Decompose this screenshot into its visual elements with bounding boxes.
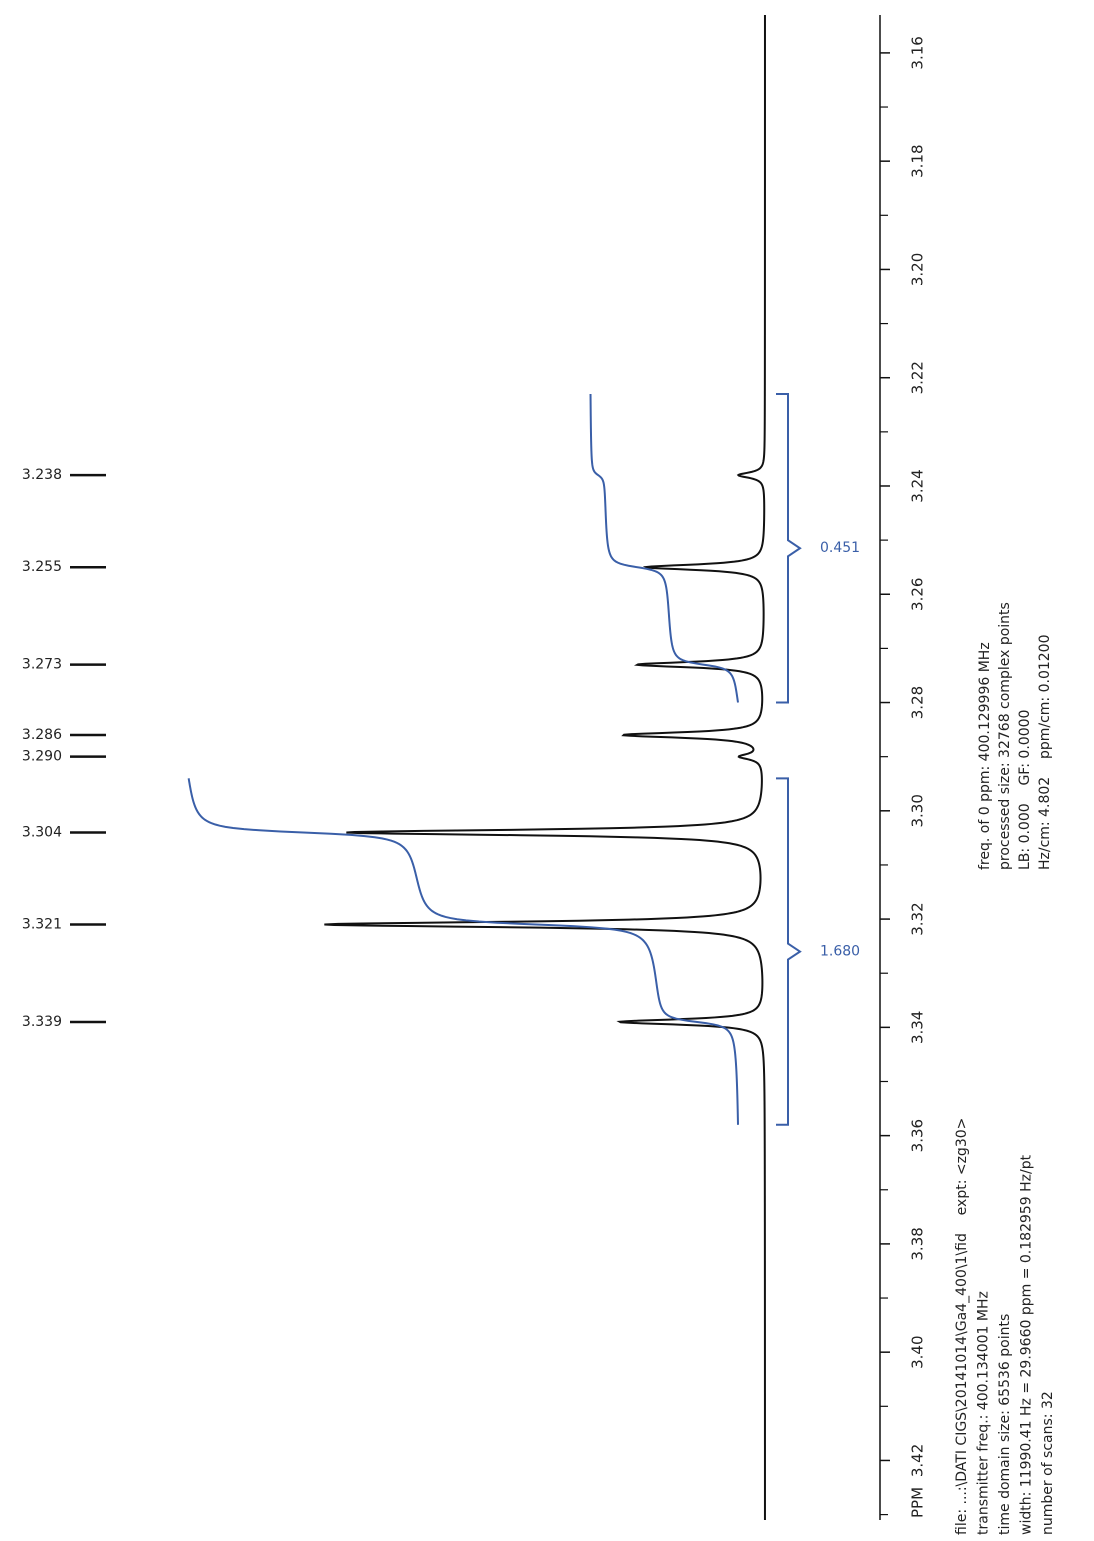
integral-bracket xyxy=(776,777,802,1126)
peak-label: 3.339 xyxy=(22,1014,62,1030)
parameters-line: freq. of 0 ppm: 400.129996 MHz xyxy=(977,642,993,870)
integral-curve xyxy=(187,778,739,1125)
integral-label: 1.680 xyxy=(820,944,860,960)
tick-label: 3.40 xyxy=(909,1335,927,1368)
axis-label-group: PPM xyxy=(909,1487,927,1518)
tick-label-group: 3.24 xyxy=(909,469,927,502)
integral-label: 0.451 xyxy=(820,540,860,556)
tick-label: 3.24 xyxy=(909,469,927,502)
tick-label-group: 3.26 xyxy=(909,578,927,611)
tick-label-group: 3.22 xyxy=(909,361,927,394)
peak-label: 3.255 xyxy=(22,559,62,575)
tick-label: 3.32 xyxy=(909,902,927,935)
tick-label: 3.26 xyxy=(909,578,927,611)
file-info-line: file: ...:\DATI CIGS\20141014\Ga4_400\1\… xyxy=(954,1118,970,1535)
tick-label: 3.18 xyxy=(909,144,927,177)
integral-curve xyxy=(589,393,739,703)
tick-label-group: 3.28 xyxy=(909,686,927,719)
peak-label: 3.290 xyxy=(22,749,62,765)
parameters-line: LB: 0.000 GF: 0.0000 xyxy=(1017,710,1033,870)
file-info-line: number of scans: 32 xyxy=(1040,1391,1056,1535)
tick-label-group: 3.34 xyxy=(909,1011,927,1044)
file-info-line: transmitter freq.: 400.134001 MHz xyxy=(976,1291,992,1535)
tick-label: 3.38 xyxy=(909,1227,927,1260)
integral-bracket xyxy=(776,392,802,704)
tick-label: 3.28 xyxy=(909,686,927,719)
peak-label: 3.321 xyxy=(22,916,62,932)
parameters-block: freq. of 0 ppm: 400.129996 MHz processed … xyxy=(977,602,1053,870)
tick-label: 3.36 xyxy=(909,1119,927,1152)
tick-label-group: 3.42 xyxy=(909,1444,927,1477)
tick-label-group: 3.40 xyxy=(909,1335,927,1368)
parameters-line: processed size: 32768 complex points xyxy=(997,602,1013,870)
peak-label: 3.304 xyxy=(22,824,62,840)
tick-label-group: 3.30 xyxy=(909,794,927,827)
tick-label-group: 3.16 xyxy=(909,36,927,69)
tick-label: 3.42 xyxy=(909,1444,927,1477)
tick-label-group: 3.20 xyxy=(909,253,927,286)
tick-label-group: 3.38 xyxy=(909,1227,927,1260)
peak-label: 3.238 xyxy=(22,467,62,483)
tick-label: 3.30 xyxy=(909,794,927,827)
tick-label: 3.20 xyxy=(909,253,927,286)
file-info-line: width: 11990.41 Hz = 29.9660 ppm = 0.182… xyxy=(1019,1154,1035,1535)
peak-label: 3.286 xyxy=(22,727,62,743)
tick-label: 3.22 xyxy=(909,361,927,394)
file-info-line: time domain size: 65536 points xyxy=(997,1314,1013,1535)
tick-label-group: 3.18 xyxy=(909,144,927,177)
axis-label: PPM xyxy=(909,1487,927,1518)
parameters-line: Hz/cm: 4.802 ppm/cm: 0.01200 xyxy=(1037,635,1053,871)
spectrum xyxy=(324,15,766,1520)
tick-label-group: 3.36 xyxy=(909,1119,927,1152)
peak-label: 3.273 xyxy=(22,657,62,673)
tick-label: 3.34 xyxy=(909,1011,927,1044)
tick-label: 3.16 xyxy=(909,36,927,69)
file_info-block: file: ...:\DATI CIGS\20141014\Ga4_400\1\… xyxy=(954,1118,1056,1535)
tick-label-group: 3.32 xyxy=(909,902,927,935)
